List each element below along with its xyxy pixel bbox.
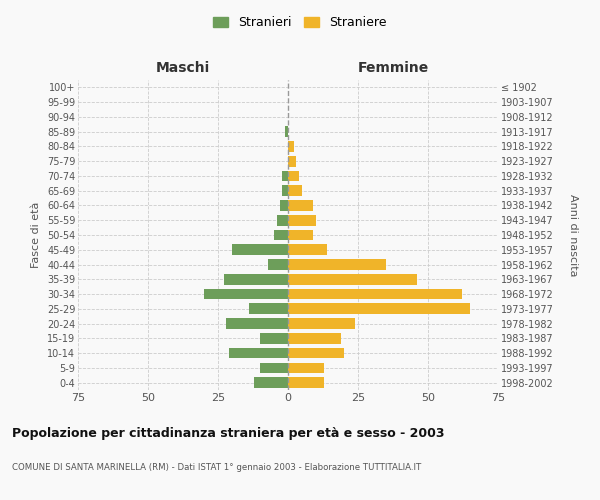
Bar	[283, 170, 288, 181]
Bar	[283, 186, 288, 196]
Bar	[288, 378, 325, 388]
Bar	[288, 170, 299, 181]
Bar	[288, 288, 461, 300]
Text: Popolazione per cittadinanza straniera per età e sesso - 2003: Popolazione per cittadinanza straniera p…	[12, 428, 445, 440]
Bar	[260, 333, 288, 344]
Bar	[249, 304, 288, 314]
Bar	[288, 348, 344, 358]
Bar	[288, 259, 386, 270]
Bar	[288, 215, 316, 226]
Bar	[288, 244, 327, 255]
Bar	[288, 318, 355, 329]
Bar	[288, 274, 417, 284]
Bar	[277, 215, 288, 226]
Bar	[285, 126, 288, 137]
Bar	[232, 244, 288, 255]
Bar	[288, 156, 296, 166]
Bar	[288, 230, 313, 240]
Bar	[204, 288, 288, 300]
Bar	[274, 230, 288, 240]
Bar	[288, 362, 325, 373]
Bar	[224, 274, 288, 284]
Text: COMUNE DI SANTA MARINELLA (RM) - Dati ISTAT 1° gennaio 2003 - Elaborazione TUTTI: COMUNE DI SANTA MARINELLA (RM) - Dati IS…	[12, 462, 421, 471]
Y-axis label: Anni di nascita: Anni di nascita	[568, 194, 578, 276]
Bar	[260, 362, 288, 373]
Bar	[254, 378, 288, 388]
Text: Femmine: Femmine	[358, 61, 428, 75]
Bar	[280, 200, 288, 211]
Bar	[288, 200, 313, 211]
Bar	[226, 318, 288, 329]
Legend: Stranieri, Straniere: Stranieri, Straniere	[208, 11, 392, 34]
Text: Maschi: Maschi	[156, 61, 210, 75]
Bar	[288, 141, 293, 152]
Y-axis label: Fasce di età: Fasce di età	[31, 202, 41, 268]
Bar	[288, 304, 470, 314]
Bar	[288, 186, 302, 196]
Bar	[288, 333, 341, 344]
Bar	[229, 348, 288, 358]
Bar	[268, 259, 288, 270]
